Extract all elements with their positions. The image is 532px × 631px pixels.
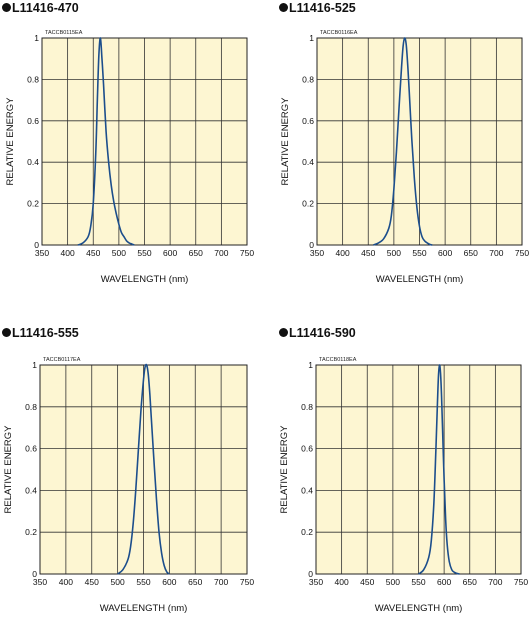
chart-panel-3: L11416-555 TACCB0117EA 350 400 450 500 550 600… <box>0 325 266 631</box>
plot-frame <box>316 37 523 246</box>
x-tick-label: 350 <box>33 577 47 587</box>
x-tick-label: 450 <box>85 577 99 587</box>
chart-plot-1: TACCB0115EA 350 400 450 500 550 600 650 700 750 0 0… <box>5 30 254 285</box>
x-tick-label: 600 <box>438 248 452 258</box>
chart-title-text: L11416-555 <box>12 326 79 340</box>
chart-title: L11416-590 <box>279 326 356 340</box>
x-tick-label: 550 <box>137 248 151 258</box>
series-line <box>117 363 170 575</box>
y-tick-label: 0.8 <box>302 74 314 84</box>
y-tick-label: 0.8 <box>27 74 39 84</box>
x-tick-label: 400 <box>335 577 349 587</box>
x-tick-label: 750 <box>514 577 528 587</box>
y-tick-label: 0.6 <box>301 444 313 454</box>
chart-code-label: TACCB0117EA <box>43 357 81 363</box>
x-tick-label: 700 <box>214 248 228 258</box>
x-tick-label: 500 <box>386 577 400 587</box>
x-tick-label: 550 <box>412 248 426 258</box>
y-tick-label: 0.2 <box>301 527 313 537</box>
plot-frame <box>39 364 248 575</box>
y-tick-label: 0.4 <box>25 485 37 495</box>
y-tick-label: 0.2 <box>25 527 37 537</box>
y-tick-label: 0.4 <box>27 157 39 167</box>
series-line <box>417 364 460 575</box>
y-tick-label: 1 <box>32 360 37 370</box>
y-tick-label: 0.2 <box>302 199 314 209</box>
x-tick-label: 450 <box>360 577 374 587</box>
chart-title: L11416-555 <box>2 326 79 340</box>
chart-code-label: TACCB0118EA <box>319 357 357 363</box>
chart-panel-4: L11416-590 TACCB0118EA 350 400 450 500 550 600… <box>277 325 532 631</box>
y-axis-label: RELATIVE ENERGY <box>280 97 291 186</box>
x-tick-label: 350 <box>310 248 324 258</box>
y-tick-label: 1 <box>34 33 39 43</box>
x-tick-label: 750 <box>240 248 254 258</box>
y-axis-label: RELATIVE ENERGY <box>5 97 16 186</box>
x-tick-label: 750 <box>240 577 254 587</box>
x-tick-label: 650 <box>463 577 477 587</box>
x-tick-label: 400 <box>336 248 350 258</box>
chart-panel-2: L11416-525 TACCB0116EA 350 400 450 500 550 600… <box>277 0 532 306</box>
x-tick-label: 450 <box>86 248 100 258</box>
x-tick-label: 350 <box>309 577 323 587</box>
x-axis-label: WAVELENGTH (nm) <box>376 274 464 285</box>
x-tick-label: 500 <box>387 248 401 258</box>
x-tick-label: 700 <box>489 248 503 258</box>
chart-title-text: L11416-470 <box>12 1 79 15</box>
x-tick-label: 400 <box>59 577 73 587</box>
y-tick-label: 0 <box>32 569 37 579</box>
chart-title: L11416-525 <box>279 1 356 15</box>
y-tick-label: 0.6 <box>302 116 314 126</box>
y-tick-label: 0.4 <box>302 157 314 167</box>
x-axis-label: WAVELENGTH (nm) <box>100 603 188 614</box>
bullet-dot-icon <box>2 3 11 12</box>
x-tick-label: 500 <box>112 248 126 258</box>
x-tick-label: 750 <box>515 248 529 258</box>
x-axis-label: WAVELENGTH (nm) <box>101 274 189 285</box>
x-tick-label: 550 <box>136 577 150 587</box>
x-tick-label: 400 <box>61 248 75 258</box>
x-tick-label: 550 <box>411 577 425 587</box>
plot-frame <box>41 37 248 246</box>
x-tick-label: 600 <box>163 248 177 258</box>
y-tick-label: 0.2 <box>27 199 39 209</box>
chart-panel-1: L11416-470 TACCB0115EA 350 400 450 500 550 600… <box>0 0 266 306</box>
chart-code-label: TACCB0115EA <box>45 30 83 36</box>
x-tick-label: 500 <box>111 577 125 587</box>
y-tick-label: 0 <box>309 240 314 250</box>
x-tick-label: 450 <box>361 248 375 258</box>
y-tick-label: 0 <box>308 569 313 579</box>
bullet-dot-icon <box>279 328 288 337</box>
x-tick-label: 650 <box>464 248 478 258</box>
x-tick-label: 700 <box>214 577 228 587</box>
x-tick-label: 600 <box>162 577 176 587</box>
chart-title: L11416-470 <box>2 1 79 15</box>
y-tick-label: 1 <box>309 33 314 43</box>
y-tick-label: 0.8 <box>25 402 37 412</box>
chart-title-text: L11416-525 <box>289 1 356 15</box>
series-line <box>373 37 433 246</box>
series-line <box>77 37 135 246</box>
x-tick-label: 650 <box>189 248 203 258</box>
y-tick-label: 0.8 <box>301 402 313 412</box>
y-tick-label: 0.6 <box>27 116 39 126</box>
x-tick-label: 600 <box>437 577 451 587</box>
y-tick-label: 1 <box>308 360 313 370</box>
y-tick-label: 0 <box>34 240 39 250</box>
y-tick-label: 0.6 <box>25 444 37 454</box>
x-tick-label: 700 <box>488 577 502 587</box>
bullet-dot-icon <box>2 328 11 337</box>
chart-code-label: TACCB0116EA <box>320 30 358 36</box>
y-axis-label: RELATIVE ENERGY <box>279 425 290 514</box>
x-tick-label: 350 <box>35 248 49 258</box>
x-axis-label: WAVELENGTH (nm) <box>375 603 463 614</box>
chart-title-text: L11416-590 <box>289 326 356 340</box>
y-tick-label: 0.4 <box>301 485 313 495</box>
bullet-dot-icon <box>279 3 288 12</box>
x-tick-label: 650 <box>188 577 202 587</box>
chart-plot-2: TACCB0116EA 350 400 450 500 550 600 650 700 750 0 0… <box>280 30 529 285</box>
chart-plot-4: TACCB0118EA 350 400 450 500 550 600 650 700 750 0 0… <box>279 357 528 614</box>
y-axis-label: RELATIVE ENERGY <box>3 425 14 514</box>
chart-plot-3: TACCB0117EA 350 400 450 500 550 600 650 700 750 0 0… <box>3 357 254 614</box>
